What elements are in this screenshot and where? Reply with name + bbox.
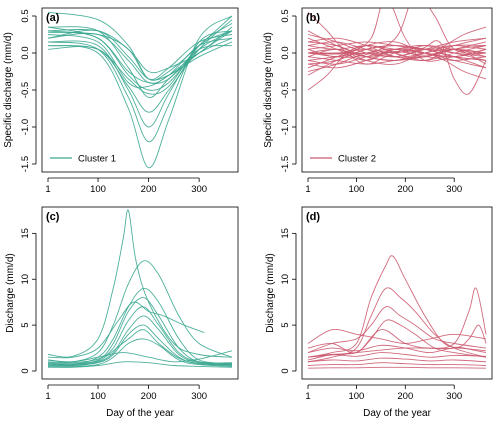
series-group-b (307, 8, 487, 95)
plot-frame-c (41, 206, 239, 380)
x-tick-label-c: 200 (141, 391, 157, 402)
series-line-b-20 (307, 45, 487, 91)
series-line-c-11 (47, 350, 233, 363)
x-tick-label-b: 200 (397, 184, 413, 195)
series-line-d-5 (307, 328, 487, 344)
x-tick-label-a: 200 (141, 184, 157, 195)
x-tick-label-a: 100 (90, 184, 106, 195)
series-line-d-2 (307, 287, 487, 363)
panel-label-a: (a) (46, 12, 60, 24)
y-tick-label-b: -1.5 (280, 156, 291, 172)
x-tick-label-a: 1 (45, 184, 50, 195)
y-tick-label-b: -1.0 (280, 119, 291, 135)
series-line-d-12 (307, 324, 487, 358)
series-line-b-23 (307, 40, 487, 95)
series-line-d-8 (307, 357, 487, 363)
plot-frame-a (41, 7, 239, 173)
series-group-a (47, 11, 233, 169)
y-tick-label-a: 0.0 (20, 46, 31, 59)
x-tick-label-d: 100 (348, 391, 364, 402)
series-line-c-3 (47, 301, 205, 359)
series-line-a-14 (47, 26, 233, 84)
series-line-b-25 (307, 47, 487, 69)
series-line-d-1 (307, 255, 487, 358)
y-tick-label-c: 0 (20, 368, 31, 373)
panel-label-b: (b) (306, 12, 320, 24)
x-tick-label-d: 300 (446, 391, 462, 402)
y-tick-label-b: 0.0 (280, 46, 291, 59)
x-tick-label-d: 200 (397, 391, 413, 402)
series-line-b-24 (307, 37, 487, 59)
series-line-c-5 (47, 297, 233, 365)
series-line-a-8 (47, 15, 233, 169)
x-tick-label-d: 1 (305, 391, 310, 402)
x-tick-label-a: 300 (191, 184, 207, 195)
series-line-b-21 (307, 8, 487, 62)
series-line-c-12 (47, 361, 233, 368)
panel-d: 1 100 200 300 0 5 10 15 Discharge (mm/d) (d) (265, 206, 493, 402)
panel-a: 1 100 200 300 -1.5 -1.0 -0.5 0.0 0.5 Specific dis… (3, 7, 239, 195)
series-line-d-9 (307, 362, 487, 366)
plot-frame-b (301, 7, 493, 173)
y-tick-label-d: 0 (280, 368, 291, 373)
y-tick-label-a: -0.5 (20, 82, 31, 98)
y-tick-label-c: 5 (20, 322, 31, 327)
x-tick-label-c: 1 (45, 391, 50, 402)
series-line-c-1 (47, 209, 233, 358)
series-line-a-13 (47, 30, 233, 143)
series-line-d-3 (307, 306, 487, 354)
y-tick-label-a: -1.5 (20, 156, 31, 172)
plot-frame-d (301, 206, 493, 380)
y-axis-title-a: Specific discharge (mm/d) (3, 32, 14, 148)
series-group-c (47, 209, 233, 368)
series-line-a-1 (47, 31, 233, 81)
y-tick-label-c: 10 (20, 274, 31, 285)
y-tick-label-d: 10 (280, 274, 291, 285)
series-group-d (307, 255, 487, 369)
legend-label-a: Cluster 1 (78, 154, 116, 165)
y-axis-title-b: Specific discharge (mm/d) (263, 32, 274, 148)
x-tick-label-b: 100 (348, 184, 364, 195)
y-axis-title-d: Discharge (mm/d) (265, 253, 276, 332)
series-line-a-12 (47, 26, 233, 74)
x-axis-title-left: Day of the year (106, 408, 174, 419)
panel-c: 1 100 200 300 0 5 10 15 Discharge (mm/d) (c) (5, 206, 239, 402)
series-line-d-10 (307, 366, 487, 369)
legend-label-b: Cluster 2 (338, 154, 376, 165)
series-line-c-6 (47, 306, 233, 365)
y-tick-label-c: 15 (20, 228, 31, 239)
y-tick-label-b: -0.5 (280, 82, 291, 98)
series-line-c-2 (47, 260, 233, 363)
series-line-c-4 (47, 287, 233, 366)
panel-b: 1 100 200 300 -1.5 -1.0 -0.5 0.0 0.5 Specific dis… (263, 7, 493, 195)
y-tick-label-d: 5 (280, 322, 291, 327)
series-line-d-11 (307, 287, 487, 354)
y-tick-label-b: 0.5 (280, 9, 291, 22)
y-tick-label-a: 0.5 (20, 9, 31, 22)
y-tick-label-a: -1.0 (20, 119, 31, 135)
x-axis-title-right: Day of the year (363, 408, 431, 419)
y-axis-title-c: Discharge (mm/d) (5, 253, 16, 332)
series-line-c-10 (47, 338, 233, 367)
panel-label-d: (d) (306, 211, 320, 223)
panel-label-c: (c) (46, 211, 60, 223)
series-line-c-8 (47, 324, 233, 367)
y-tick-label-d: 15 (280, 228, 291, 239)
x-tick-label-b: 300 (446, 184, 462, 195)
series-line-c-9 (47, 329, 233, 366)
x-tick-label-c: 300 (191, 391, 207, 402)
x-tick-label-b: 1 (305, 184, 310, 195)
x-tick-label-c: 100 (90, 391, 106, 402)
